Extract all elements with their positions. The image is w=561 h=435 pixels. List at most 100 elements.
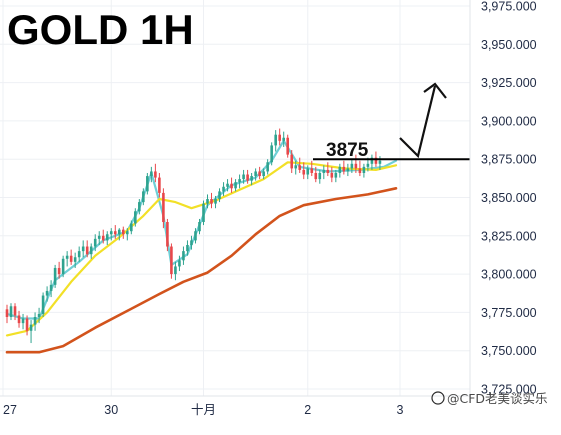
y-tick-label: 3,750.000 bbox=[481, 344, 537, 358]
candle-body bbox=[342, 166, 346, 172]
candle-body bbox=[49, 284, 53, 291]
candle-body bbox=[154, 171, 157, 178]
candle-body bbox=[362, 166, 366, 173]
candle-body bbox=[286, 137, 290, 155]
candle-body bbox=[262, 171, 265, 177]
candle-body bbox=[298, 165, 302, 170]
candle-body bbox=[53, 267, 57, 285]
candle-body bbox=[326, 169, 330, 173]
candle-body bbox=[190, 240, 193, 245]
candle-body bbox=[354, 163, 358, 169]
candle-body bbox=[57, 267, 61, 275]
y-tick-label: 3,825.000 bbox=[481, 229, 537, 243]
candle-body bbox=[182, 251, 185, 261]
candle-body bbox=[113, 231, 117, 235]
y-tick-label: 3,975.000 bbox=[481, 0, 537, 14]
candle-body bbox=[246, 174, 249, 181]
y-tick-label: 3,875.000 bbox=[481, 153, 537, 167]
moving-average-line bbox=[5, 187, 398, 354]
candle-body bbox=[37, 313, 41, 317]
candle-body bbox=[370, 157, 374, 164]
watermark-text: @CFD老美谈实乐 bbox=[447, 391, 548, 406]
candle-body bbox=[218, 191, 221, 200]
candle-body bbox=[174, 266, 177, 275]
candle-body bbox=[330, 172, 334, 178]
forecast-arrow bbox=[399, 85, 437, 159]
candle-body bbox=[45, 290, 49, 296]
candle-body bbox=[338, 166, 342, 173]
candle-body bbox=[366, 163, 370, 167]
candle-body bbox=[222, 186, 225, 192]
candle-body bbox=[334, 172, 338, 178]
candle-body bbox=[121, 229, 125, 235]
candle-body bbox=[170, 246, 173, 275]
candle-body bbox=[238, 179, 241, 183]
candle-body bbox=[214, 199, 217, 204]
candle-body bbox=[178, 260, 181, 267]
forecast-arrow-head bbox=[423, 82, 447, 99]
candle-body bbox=[230, 183, 233, 189]
candle-body bbox=[29, 324, 33, 331]
candle-body bbox=[270, 145, 273, 163]
candle-body bbox=[97, 235, 101, 239]
candle-body bbox=[69, 255, 73, 262]
candle-body bbox=[282, 137, 285, 141]
candle-body bbox=[73, 257, 77, 262]
x-tick-label: 27 bbox=[3, 403, 17, 417]
candle-body bbox=[202, 203, 205, 223]
candle-body bbox=[117, 229, 121, 235]
x-tick-label: 30 bbox=[104, 403, 118, 417]
candle-body bbox=[254, 171, 257, 177]
x-tick-label: 3 bbox=[397, 403, 404, 417]
candle-body bbox=[250, 176, 253, 181]
candle-body bbox=[25, 318, 29, 331]
candle-body bbox=[134, 211, 137, 224]
candle-body bbox=[310, 168, 314, 173]
candle-body bbox=[302, 169, 306, 175]
candle-body bbox=[294, 165, 298, 169]
candle-body bbox=[21, 318, 25, 324]
candle-body bbox=[194, 231, 197, 241]
candle-body bbox=[210, 199, 213, 204]
candle-body bbox=[258, 171, 261, 177]
moving-averages bbox=[5, 139, 398, 354]
y-tick-label: 3,725.000 bbox=[481, 383, 537, 397]
candle-body bbox=[61, 258, 65, 275]
candle-body bbox=[65, 255, 69, 259]
candle-body bbox=[105, 234, 109, 241]
candle-body bbox=[9, 306, 13, 317]
candle-body bbox=[130, 223, 133, 232]
candle-body bbox=[81, 246, 85, 252]
y-tick-label: 3,850.000 bbox=[481, 191, 537, 205]
candles bbox=[5, 128, 382, 344]
candle-body bbox=[166, 222, 169, 247]
candle-body bbox=[101, 235, 105, 241]
y-tick-label: 3,800.000 bbox=[481, 268, 537, 282]
x-tick-label: 十月 bbox=[191, 403, 216, 417]
x-tick-label: 2 bbox=[304, 403, 311, 417]
candle-body bbox=[290, 154, 294, 169]
candle-body bbox=[322, 169, 326, 173]
candle-body bbox=[318, 172, 322, 180]
candle-body bbox=[162, 192, 165, 223]
y-tick-label: 3,925.000 bbox=[481, 76, 537, 90]
candle-body bbox=[374, 157, 378, 164]
level-label: 3875 bbox=[326, 140, 369, 161]
y-tick-label: 3,950.000 bbox=[481, 38, 537, 52]
grid bbox=[0, 0, 470, 396]
annotations: 3875 bbox=[313, 82, 470, 161]
candle-body bbox=[138, 202, 141, 212]
watermark-logo-icon bbox=[431, 391, 445, 405]
candle-body bbox=[158, 177, 161, 193]
candle-body bbox=[33, 316, 37, 325]
candle-body bbox=[85, 246, 89, 255]
candle-body bbox=[146, 176, 149, 192]
y-tick-label: 3,900.000 bbox=[481, 114, 537, 128]
moving-average-line bbox=[5, 161, 398, 337]
axes: 3,725.000 3,750.000 3,775.000 3,800.000 3,82… bbox=[0, 0, 537, 417]
candle-body bbox=[306, 168, 310, 175]
candle-body bbox=[17, 315, 21, 324]
candle-body bbox=[186, 244, 189, 252]
